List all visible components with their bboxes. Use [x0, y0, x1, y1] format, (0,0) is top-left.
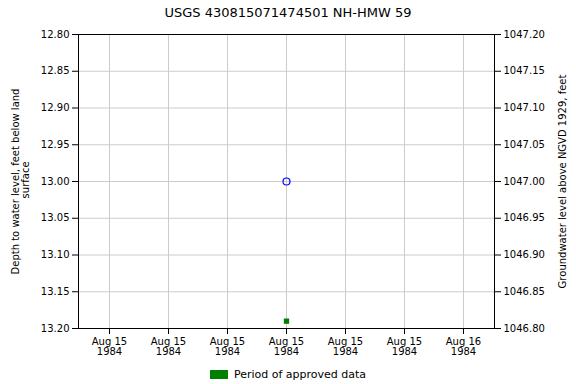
svg-text:13.10: 13.10	[41, 249, 70, 260]
svg-text:1046.85: 1046.85	[504, 286, 545, 297]
svg-text:Aug 151984: Aug 151984	[151, 336, 186, 357]
svg-text:13.00: 13.00	[41, 176, 70, 187]
svg-text:1046.90: 1046.90	[504, 249, 545, 260]
svg-text:12.95: 12.95	[41, 139, 70, 150]
svg-text:Depth to water level, feet bel: Depth to water level, feet below land su…	[10, 89, 31, 275]
html-text:USGS 430815071474501 NH-HMW 59: USGS 430815071474501 NH-HMW 59	[164, 5, 412, 20]
svg-text:13.20: 13.20	[41, 323, 70, 334]
svg-text:1047.15: 1047.15	[504, 65, 545, 76]
svg-text:1046.95: 1046.95	[504, 212, 545, 223]
svg-text:1047.05: 1047.05	[504, 139, 545, 150]
svg-text:12.80: 12.80	[41, 29, 70, 40]
svg-text:1047.20: 1047.20	[504, 29, 545, 40]
svg-text:Aug 151984: Aug 151984	[387, 336, 422, 357]
html-text:Period of approved data: Period of approved data	[233, 367, 367, 381]
svg-text:Groundwater level above NGVD 1: Groundwater level above NGVD 1929, feet	[557, 75, 568, 289]
svg-text:Aug 151984: Aug 151984	[269, 336, 304, 357]
svg-text:Aug 151984: Aug 151984	[328, 336, 363, 357]
svg-text:Aug 151984: Aug 151984	[92, 336, 127, 357]
svg-text:13.05: 13.05	[41, 212, 70, 223]
svg-text:1046.80: 1046.80	[504, 323, 545, 334]
svg-text:12.85: 12.85	[41, 65, 70, 76]
svg-text:1047.10: 1047.10	[504, 102, 545, 113]
svg-text:Aug 161984: Aug 161984	[446, 336, 481, 357]
svg-text:Aug 151984: Aug 151984	[210, 336, 245, 357]
svg-text:13.15: 13.15	[41, 286, 70, 297]
svg-text:12.90: 12.90	[41, 102, 70, 113]
svg-text:1047.00: 1047.00	[504, 176, 545, 187]
